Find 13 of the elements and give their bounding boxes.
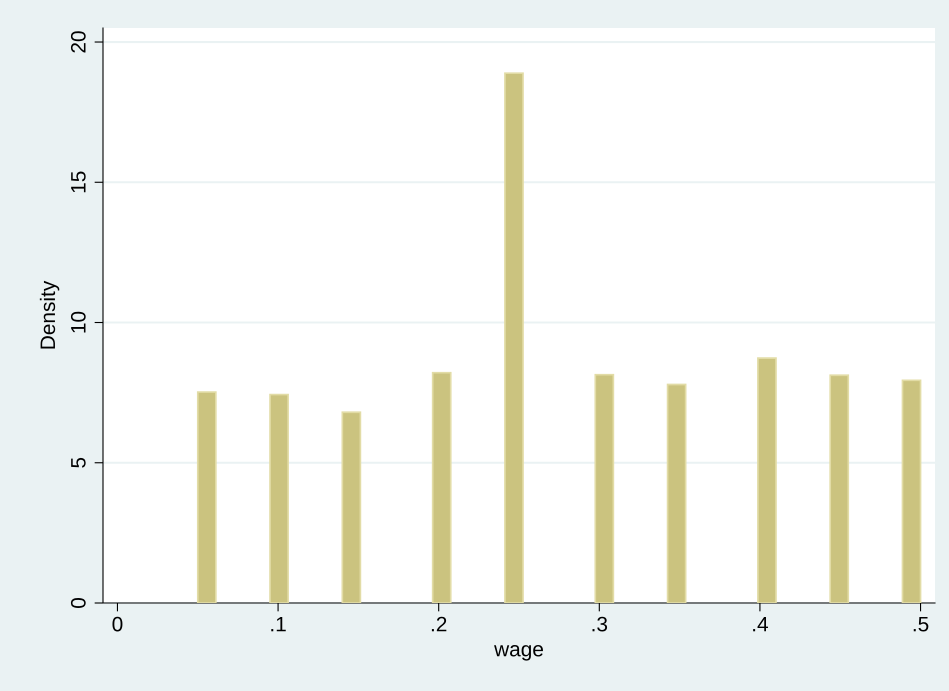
x-tick-label: 0 [112, 616, 122, 632]
x-tick-label: .4 [753, 616, 768, 632]
x-tick-label: .5 [914, 616, 928, 632]
x-tick-label: .1 [271, 616, 286, 632]
y-tick-label: 20 [70, 31, 86, 53]
y-tick-label: 15 [71, 172, 86, 192]
x-axis-title: wage [494, 645, 543, 661]
y-tick-label: 10 [70, 312, 86, 333]
y-axis-title: Density [40, 280, 60, 349]
x-tick-label: .2 [432, 616, 446, 632]
y-tick-label: 5 [71, 458, 86, 468]
y-tick-label: 0 [70, 598, 86, 608]
x-tick-label: .3 [592, 616, 608, 632]
